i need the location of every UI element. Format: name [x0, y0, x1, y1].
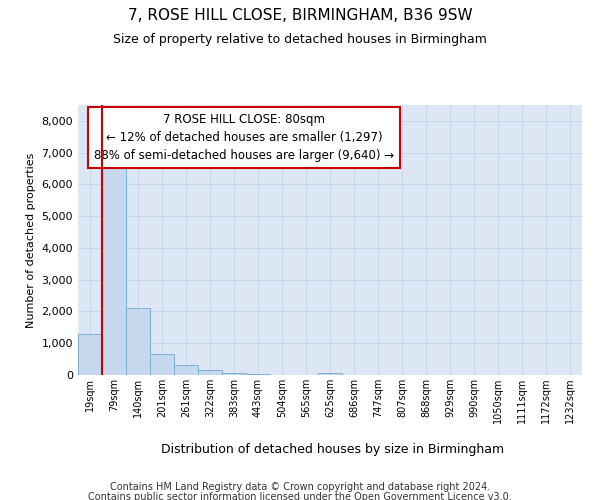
- Bar: [174, 366, 198, 375]
- Text: Distribution of detached houses by size in Birmingham: Distribution of detached houses by size …: [161, 442, 505, 456]
- Text: 7, ROSE HILL CLOSE, BIRMINGHAM, B36 9SW: 7, ROSE HILL CLOSE, BIRMINGHAM, B36 9SW: [128, 8, 472, 22]
- Text: Contains public sector information licensed under the Open Government Licence v3: Contains public sector information licen…: [88, 492, 512, 500]
- Text: Contains HM Land Registry data © Crown copyright and database right 2024.: Contains HM Land Registry data © Crown c…: [110, 482, 490, 492]
- Bar: [198, 370, 222, 375]
- Bar: [246, 374, 270, 375]
- Bar: [222, 373, 246, 375]
- Bar: [150, 354, 174, 375]
- Text: Size of property relative to detached houses in Birmingham: Size of property relative to detached ho…: [113, 32, 487, 46]
- Bar: [126, 308, 150, 375]
- Y-axis label: Number of detached properties: Number of detached properties: [26, 152, 36, 328]
- Bar: [102, 166, 126, 375]
- Text: 7 ROSE HILL CLOSE: 80sqm
← 12% of detached houses are smaller (1,297)
88% of sem: 7 ROSE HILL CLOSE: 80sqm ← 12% of detach…: [94, 113, 394, 162]
- Bar: [78, 334, 102, 375]
- Bar: [318, 373, 342, 375]
